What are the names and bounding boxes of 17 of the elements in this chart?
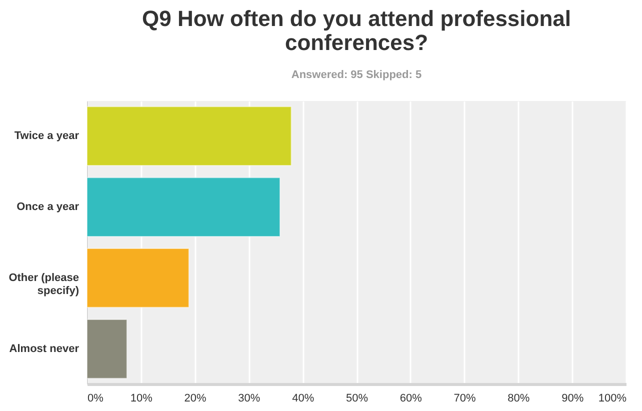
x-tick-label: 70% [454,392,476,404]
x-tick-label: 80% [508,392,530,404]
y-tick-label: Twice a year [14,130,80,142]
x-tick-label: 30% [238,392,260,404]
y-tick-label: Once a year [16,201,80,214]
x-tick-label: 90% [562,392,584,404]
x-tick-label: 40% [292,392,314,404]
x-tick-label: 10% [130,392,153,404]
y-tick-label: Other (please specify) [8,272,80,297]
chart-title: Q9 How often do you attend professional conferences? [142,6,572,55]
x-tick-label: 100% [598,392,627,404]
x-tick-label: 60% [400,392,422,404]
x-tick-label: 20% [184,392,207,404]
y-tick-label: Almost never [9,342,80,355]
chart-subtitle: Answered: 95 Skipped: 5 [291,69,422,81]
x-tick-label: 50% [346,392,368,404]
x-tick-label: 0% [88,392,104,404]
